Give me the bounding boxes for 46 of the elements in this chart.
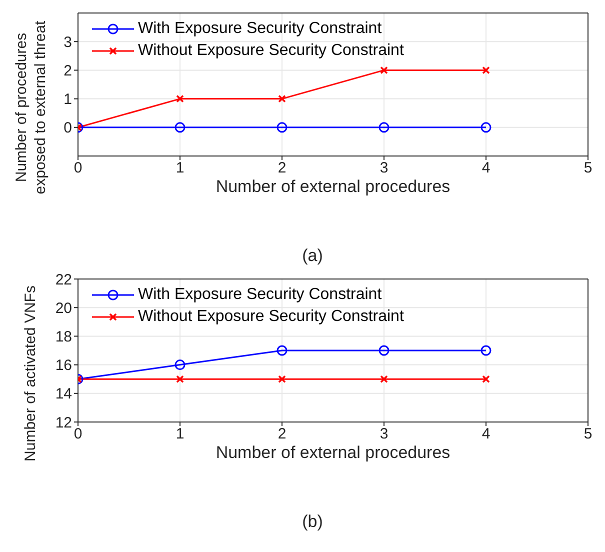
point — [278, 375, 286, 383]
x-tick-label: 2 — [278, 426, 286, 443]
legend-label: With Exposure Security Constraint — [138, 286, 382, 304]
point — [278, 94, 286, 103]
text: (b) — [301, 512, 324, 532]
point — [482, 375, 490, 383]
point — [276, 345, 288, 356]
x-tick-label: 1 — [176, 426, 184, 443]
point — [276, 122, 288, 133]
legend-label: Without Exposure Security Constraint — [138, 42, 404, 60]
y-tick-label: 18 — [55, 328, 72, 346]
point — [480, 122, 492, 133]
y-tick-label: 20 — [55, 300, 72, 317]
x-tick-label: 2 — [278, 160, 286, 177]
legend-label: With Exposure Security Constraint — [138, 20, 382, 38]
y-tick-label: 14 — [55, 386, 72, 403]
y-tick-label: 12 — [55, 414, 72, 432]
point — [176, 375, 184, 383]
x-tick-label: 4 — [482, 426, 490, 443]
legend-label: Without Exposure Security Constraint — [138, 308, 404, 326]
y-tick-label: 2 — [64, 62, 72, 80]
y-tick-label: 3 — [64, 34, 72, 51]
point — [380, 375, 388, 383]
point — [480, 345, 492, 356]
y-tick-label: 16 — [55, 357, 72, 374]
x-tick-label: 5 — [584, 426, 592, 443]
x-axis-title: Number of external procedures — [216, 177, 450, 196]
y-axis-title: Number of procedures exposed to external threat — [13, 20, 49, 194]
text: (a) — [301, 246, 324, 266]
point — [378, 345, 390, 356]
x-tick-label: 3 — [380, 426, 388, 443]
point — [482, 66, 490, 74]
point — [380, 66, 388, 74]
y-axis-title: Number of activated VNFs — [22, 286, 39, 462]
point — [378, 122, 390, 133]
y-tick-label: 22 — [55, 271, 72, 288]
y-tick-label: 0 — [64, 120, 72, 137]
point — [174, 360, 186, 370]
x-tick-label: 5 — [584, 160, 592, 177]
point — [174, 122, 186, 133]
x-tick-label: 1 — [176, 160, 184, 177]
point — [176, 94, 184, 103]
x-tick-label: 4 — [482, 160, 490, 177]
x-axis-title: Number of external procedures — [216, 443, 450, 462]
x-tick-label: 3 — [380, 160, 388, 177]
y-tick-label: 1 — [64, 91, 72, 108]
